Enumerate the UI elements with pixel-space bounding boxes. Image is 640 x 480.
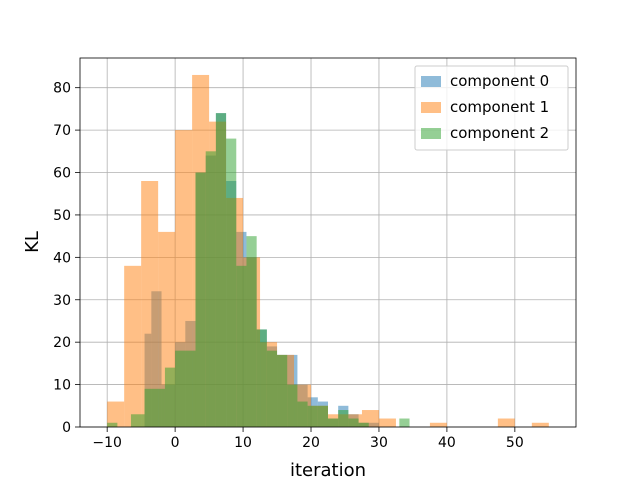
y-tick-label: 0 <box>62 420 71 436</box>
y-tick-label: 70 <box>53 123 71 139</box>
x-tick-label: 0 <box>171 435 180 451</box>
y-axis-label: KL <box>22 231 43 253</box>
histogram-bar <box>130 414 145 427</box>
histogram-bar <box>287 384 298 427</box>
histogram-bar <box>338 410 349 427</box>
histogram-bar <box>307 405 318 427</box>
histogram-bar <box>317 405 328 427</box>
histogram-bar <box>205 151 216 427</box>
axis-ticks: −10 0 10 20 30 40 50 0 10 20 30 40 50 60 70 80 <box>53 81 524 451</box>
histogram-bar <box>497 418 515 427</box>
histogram-bar <box>256 329 267 427</box>
histogram-bar <box>328 418 339 427</box>
histogram-bar <box>531 422 549 427</box>
y-tick-label: 30 <box>53 293 71 309</box>
histogram-bar <box>215 113 227 427</box>
legend-swatch <box>421 102 441 113</box>
histogram-bar <box>164 367 176 427</box>
x-axis-label: iteration <box>290 460 366 480</box>
x-tick-label: −10 <box>92 435 122 451</box>
legend-label: component 0 <box>450 72 549 90</box>
legend-label: component 2 <box>450 124 549 142</box>
legend: component 0 component 1 component 2 <box>414 65 569 151</box>
y-tick-label: 20 <box>53 335 71 351</box>
histogram-bar <box>141 181 159 427</box>
x-tick-label: 20 <box>302 435 320 451</box>
histogram-bar <box>297 401 308 427</box>
x-tick-label: 40 <box>438 435 456 451</box>
y-tick-label: 60 <box>53 166 71 182</box>
plot-frame <box>79 57 577 428</box>
legend-label: component 1 <box>450 98 549 116</box>
series-2-bars <box>107 113 410 427</box>
histogram-bar <box>378 418 396 427</box>
histogram-bars <box>107 74 549 427</box>
x-tick-label: 30 <box>370 435 388 451</box>
y-tick-label: 80 <box>53 81 71 97</box>
legend-box <box>414 65 569 151</box>
histogram-bar <box>266 350 278 427</box>
histogram-bar <box>124 265 142 427</box>
histogram-bar <box>107 422 118 427</box>
histogram-bar <box>236 265 247 427</box>
x-tick-label: 50 <box>506 435 524 451</box>
histogram-bar <box>399 418 410 427</box>
y-tick-label: 10 <box>53 378 71 394</box>
legend-swatch <box>421 76 441 87</box>
histogram-bar <box>195 172 206 427</box>
y-tick-label: 50 <box>53 208 71 224</box>
legend-swatch <box>421 128 441 139</box>
histogram-bar <box>358 422 369 427</box>
x-tick-label: 10 <box>234 435 252 451</box>
histogram-bar <box>144 388 165 427</box>
histogram-bar <box>175 350 196 427</box>
histogram-bar <box>246 236 257 427</box>
histogram-bar <box>226 138 237 427</box>
histogram-bar <box>429 422 447 427</box>
histogram-bar <box>107 401 125 427</box>
y-tick-label: 40 <box>53 250 71 266</box>
histogram-bar <box>348 418 359 427</box>
histogram-bar <box>277 354 288 427</box>
